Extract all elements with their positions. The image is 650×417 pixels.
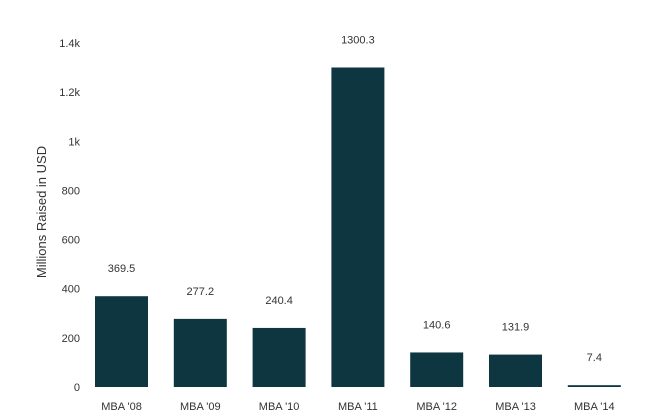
y-axis-label: Millions Raised in USD bbox=[34, 146, 49, 278]
y-tick-label: 1.4k bbox=[59, 38, 80, 50]
bar bbox=[489, 354, 542, 387]
data-label: 240.4 bbox=[265, 295, 293, 307]
y-axis-ticks: 0 200 400 600 800 1k 1.2k 1.4k bbox=[59, 38, 80, 394]
y-tick-label: 800 bbox=[62, 185, 80, 197]
bar bbox=[95, 296, 148, 387]
data-label: 277.2 bbox=[187, 286, 215, 298]
data-label: 369.5 bbox=[108, 263, 136, 275]
data-label: 7.4 bbox=[587, 352, 602, 364]
x-tick-label: MBA '11 bbox=[338, 401, 378, 413]
y-tick-label: 400 bbox=[62, 284, 80, 296]
data-label: 1300.3 bbox=[341, 34, 375, 46]
data-labels: 369.5 277.2 240.4 1300.3 140.6 131.9 7.4 bbox=[108, 34, 602, 364]
bar bbox=[331, 67, 385, 387]
x-tick-label: MBA '12 bbox=[416, 401, 457, 413]
x-tick-label: MBA '10 bbox=[259, 401, 300, 413]
x-axis-categories: MBA '08 MBA '09 MBA '10 MBA '11 MBA '12 MBA '… bbox=[101, 401, 614, 413]
bar bbox=[173, 318, 227, 387]
x-tick-label: MBA '14 bbox=[574, 401, 615, 413]
y-tick-label: 0 bbox=[74, 382, 80, 394]
y-tick-label: 600 bbox=[62, 235, 80, 247]
y-tick-label: 1k bbox=[68, 136, 80, 148]
x-tick-label: MBA '09 bbox=[180, 401, 221, 413]
bar bbox=[252, 327, 306, 387]
x-tick-label: MBA '08 bbox=[101, 401, 142, 413]
y-tick-label: 200 bbox=[62, 333, 80, 345]
x-tick-label: MBA '13 bbox=[495, 401, 536, 413]
data-label: 140.6 bbox=[423, 319, 451, 331]
bar bbox=[567, 385, 621, 387]
bars bbox=[95, 67, 621, 387]
data-label: 131.9 bbox=[502, 322, 530, 334]
bar bbox=[410, 352, 464, 387]
y-tick-label: 1.2k bbox=[59, 87, 80, 99]
